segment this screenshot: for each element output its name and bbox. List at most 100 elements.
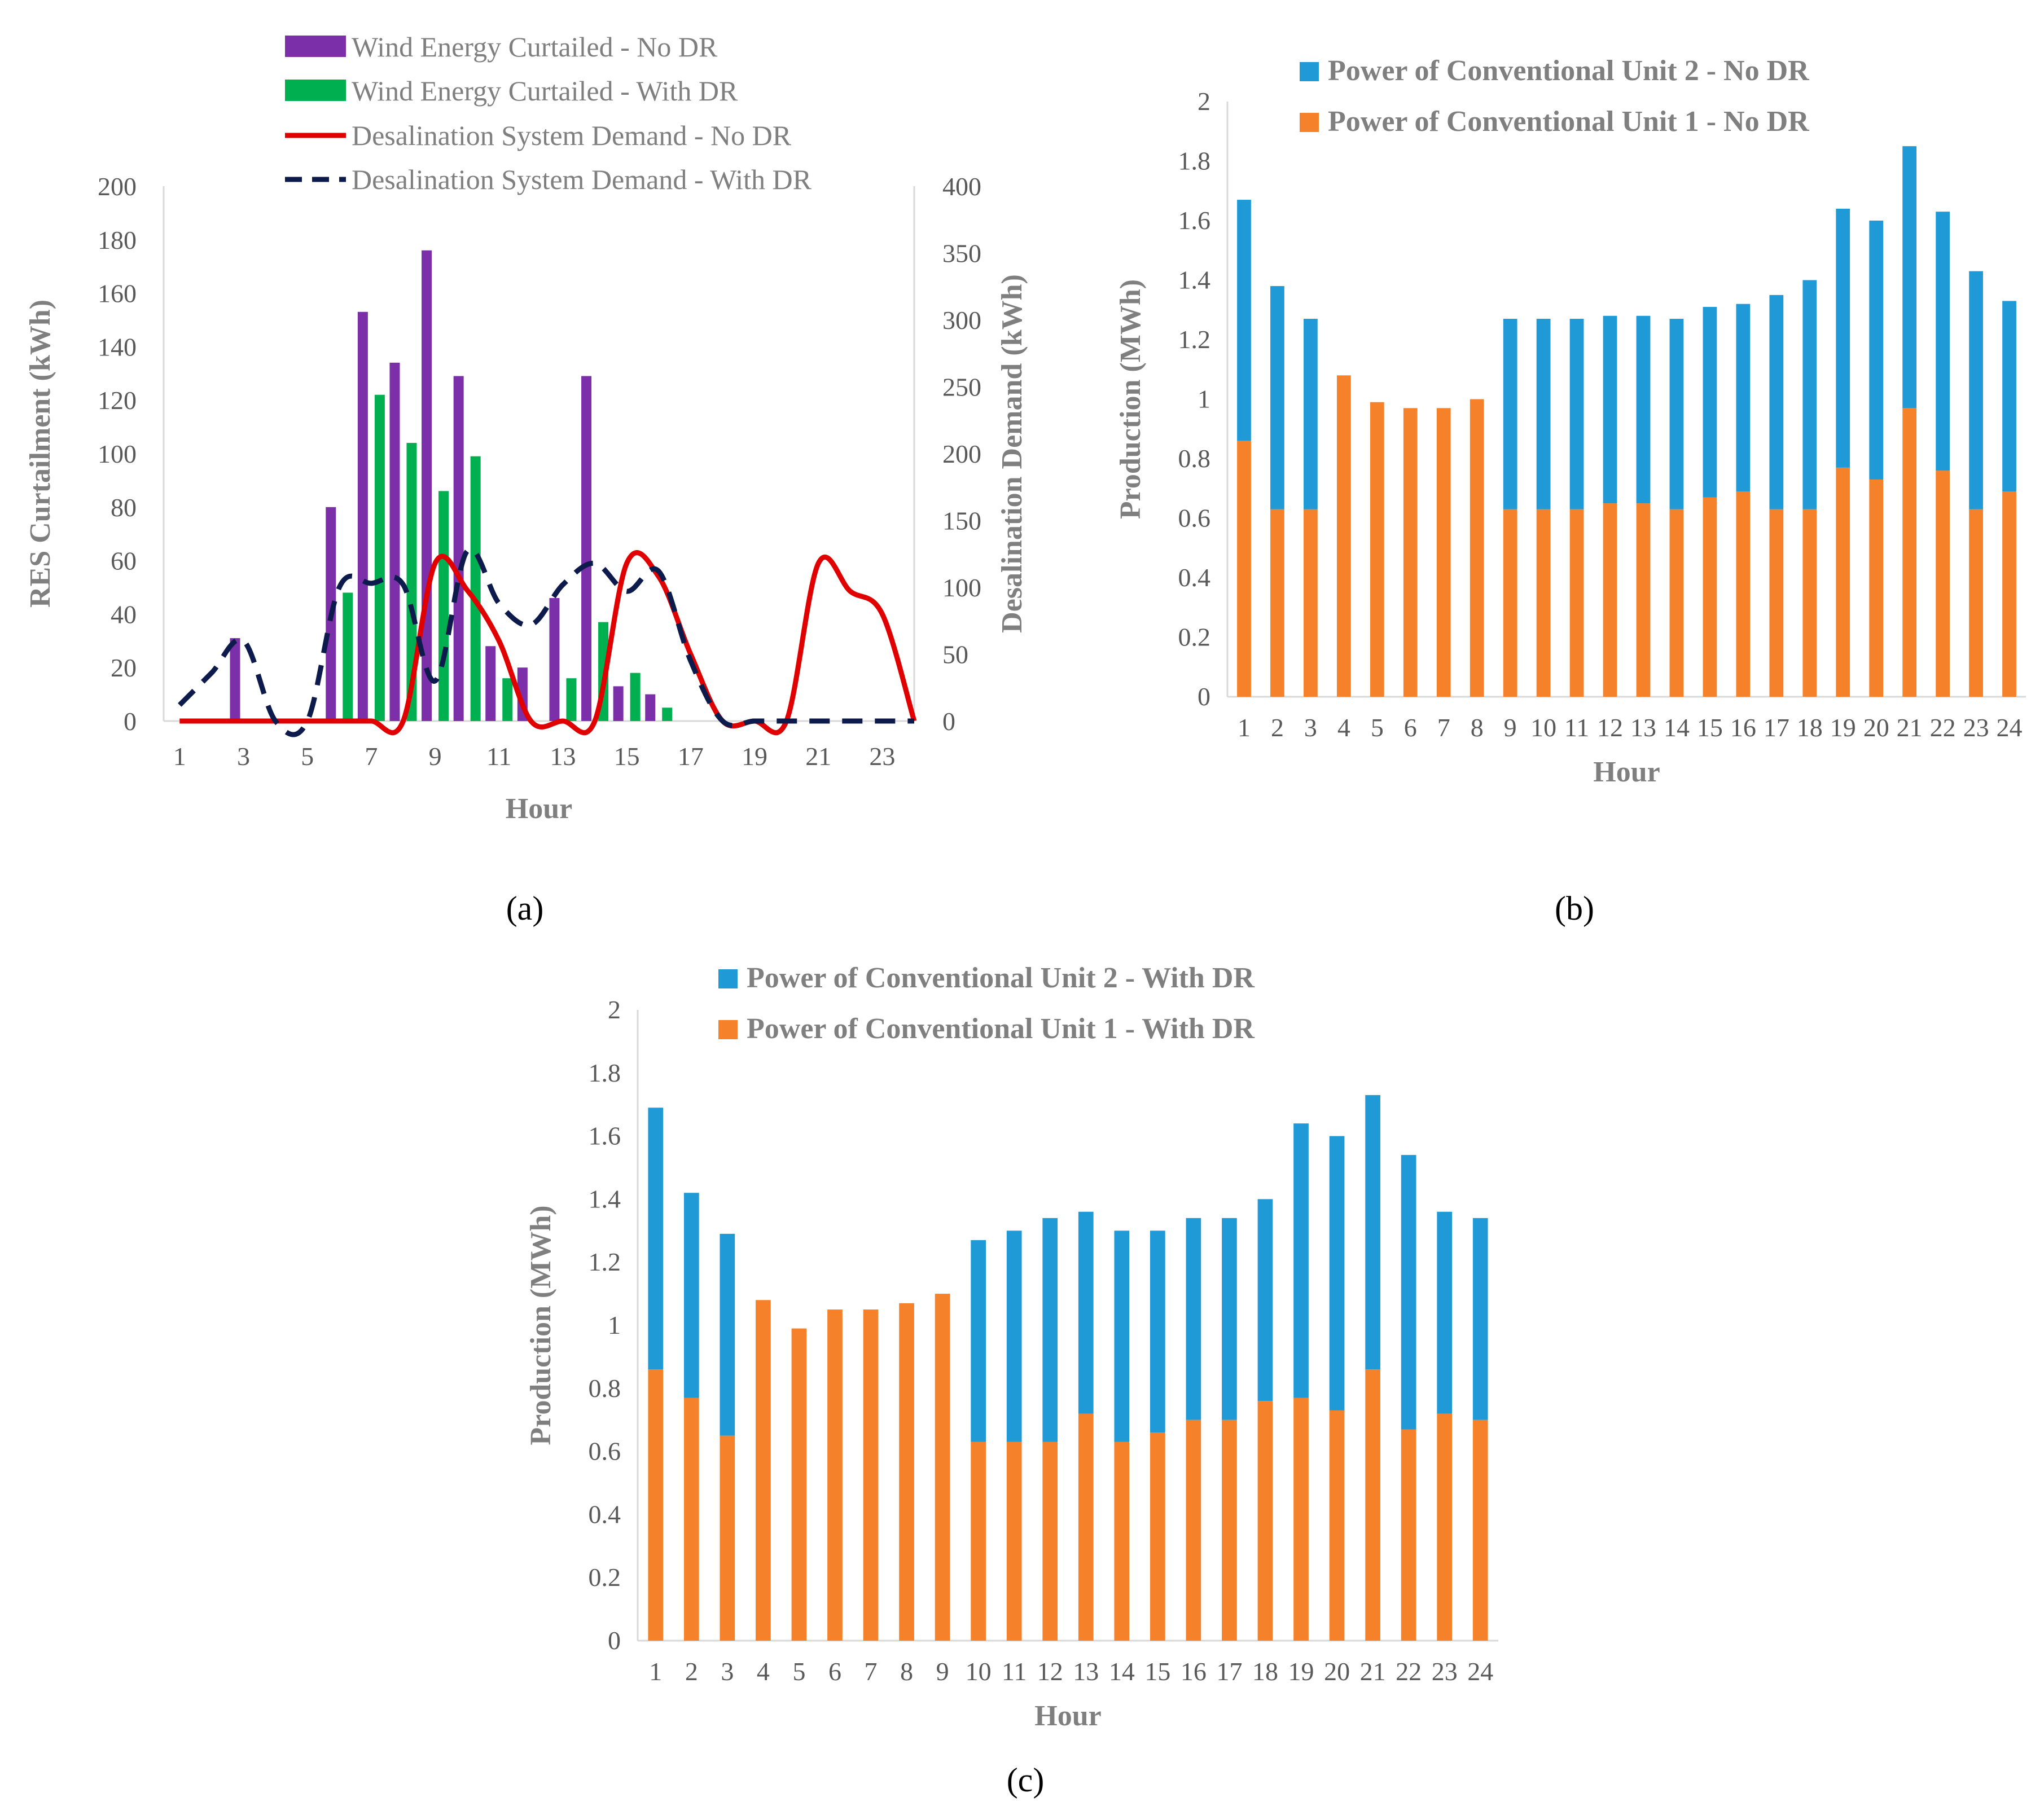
x-tick-label: 13 (1630, 713, 1656, 742)
legend-label: Desalination System Demand - With DR (352, 164, 812, 195)
x-tick-label: 23 (1432, 1657, 1458, 1686)
x-tick-label: 5 (1371, 713, 1384, 742)
bar-unit-1 (1503, 509, 1517, 697)
bar-unit-1 (720, 1435, 735, 1641)
bar-unit-2 (1536, 319, 1551, 509)
x-tick-label: 6 (828, 1657, 841, 1686)
bar-unit-2 (1636, 315, 1651, 504)
bar-unit-1 (1150, 1432, 1165, 1641)
bar-unit-1 (1270, 509, 1284, 697)
x-tick-label: 2 (685, 1657, 698, 1686)
x-axis-title: Hour (1593, 756, 1660, 788)
bar-unit-1 (648, 1369, 664, 1641)
bar-unit-2 (1603, 315, 1617, 504)
x-tick-label: 2 (1271, 713, 1284, 742)
y-tick-label: 120 (98, 386, 137, 415)
bar-no-dr (357, 311, 368, 721)
x-tick-label: 24 (1467, 1657, 1493, 1686)
bar-unit-1 (899, 1303, 914, 1641)
x-tick-label: 3 (1304, 713, 1317, 742)
y-tick-label: 1.8 (1178, 147, 1211, 175)
legend-swatch (285, 36, 346, 57)
bar-unit-1 (1329, 1410, 1345, 1641)
x-tick-label: 17 (678, 742, 704, 771)
panel-label-a: (a) (506, 890, 544, 927)
bar-unit-2 (1569, 319, 1584, 509)
y2-tick-label: 150 (942, 507, 981, 535)
panel-label: (b) (1555, 890, 1594, 927)
bar-with-dr (343, 592, 353, 721)
y-tick-label: 180 (98, 226, 137, 254)
x-tick-label: 6 (1404, 713, 1417, 742)
bar-unit-2 (1042, 1218, 1058, 1442)
x-tick-label: 12 (1037, 1657, 1063, 1686)
chart-a: 0 20 40 60 80 100 120 140 160 180 200 0 50 100 150 200 2… (24, 31, 1028, 927)
bar-with-dr (470, 456, 481, 721)
bar-unit-2 (1401, 1155, 1416, 1430)
x-tick-label: 15 (1697, 713, 1723, 742)
bar-unit-1 (1536, 509, 1551, 697)
bar-unit-1 (1869, 479, 1884, 697)
bar-no-dr (613, 686, 624, 721)
x-tick-label: 21 (805, 742, 831, 771)
bar-unit-2 (1293, 1123, 1309, 1398)
y-tick-label: 0.6 (589, 1437, 621, 1466)
y2-tick-label: 100 (942, 573, 981, 602)
bar-unit-1 (863, 1309, 879, 1641)
y-tick-label: 100 (98, 440, 137, 468)
y-tick-label: 0.4 (1178, 563, 1211, 592)
bar-with-dr (630, 673, 641, 721)
bar-unit-1 (683, 1397, 699, 1641)
x-tick-label: 11 (1564, 713, 1589, 742)
bar-unit-1 (1293, 1397, 1309, 1641)
y-axis-title: RES Curtailment (kWh) (24, 300, 56, 608)
bar-unit-2 (1769, 295, 1784, 509)
bar-unit-2 (1237, 200, 1251, 441)
x-tick-label: 15 (1144, 1657, 1170, 1686)
x-tick-label: 12 (1597, 713, 1623, 742)
bar-unit-1 (827, 1309, 843, 1641)
y-tick-label: 1 (608, 1311, 621, 1339)
y-tick-label: 1.2 (589, 1247, 621, 1276)
x-tick-label: 16 (1730, 713, 1756, 742)
x-tick-label: 19 (742, 742, 767, 771)
bar-unit-1 (1114, 1442, 1130, 1641)
bar-unit-2 (1270, 286, 1284, 509)
bar-unit-1 (1304, 509, 1318, 697)
x-tick-label: 3 (721, 1657, 734, 1686)
y-tick-label: 1.6 (589, 1122, 621, 1150)
x-tick-label: 7 (1437, 713, 1450, 742)
legend-swatch (1300, 62, 1319, 81)
bar-unit-1 (2002, 491, 2016, 697)
bar-no-dr (485, 646, 496, 721)
x-tick-label: 19 (1830, 713, 1856, 742)
bar-unit-2 (1472, 1218, 1488, 1420)
legend-swatch (285, 80, 346, 101)
bar-with-dr (502, 678, 513, 721)
x-tick-label: 19 (1288, 1657, 1314, 1686)
x-tick-label: 20 (1324, 1657, 1350, 1686)
bar-unit-2 (1150, 1230, 1165, 1433)
legend-swatch (718, 1020, 738, 1039)
bar-no-dr (389, 362, 400, 721)
y-tick-label: 1.8 (589, 1058, 621, 1087)
legend-label: Power of Conventional Unit 2 - No DR (1328, 55, 1810, 87)
bar-unit-1 (1936, 471, 1950, 697)
x-tick-label: 11 (486, 742, 511, 771)
y-tick-label: 0 (124, 707, 137, 736)
bar-unit-2 (1437, 1211, 1453, 1414)
x-tick-label: 3 (237, 742, 250, 771)
bar-unit-1 (1669, 509, 1684, 697)
x-tick-label: 17 (1764, 713, 1789, 742)
x-tick-label: 13 (1073, 1657, 1099, 1686)
y-tick-label: 1.4 (1178, 266, 1211, 295)
x-tick-label: 4 (757, 1657, 770, 1686)
y-tick-label: 20 (111, 653, 137, 682)
x-tick-label: 5 (792, 1657, 805, 1686)
y2-tick-label: 200 (942, 440, 981, 468)
x-tick-label: 15 (614, 742, 640, 771)
bar-unit-1 (1636, 503, 1651, 697)
chart-b: 00.20.40.60.811.21.41.61.821 2 3 4 5 6 7 8 9 10 11… (1115, 55, 2026, 927)
bar-unit-1 (1569, 509, 1584, 697)
